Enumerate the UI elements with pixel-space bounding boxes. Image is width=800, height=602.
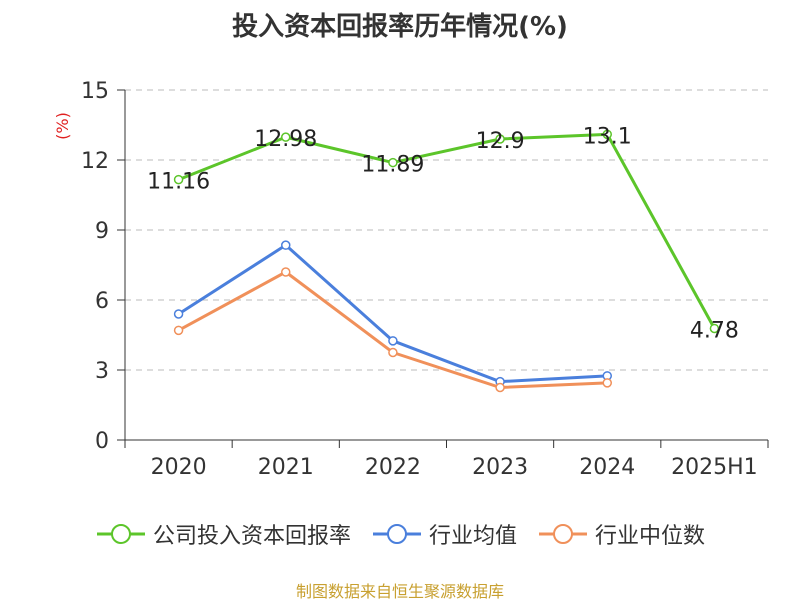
gridlines: [125, 89, 768, 371]
data-point: [388, 336, 398, 346]
y-tick-label: 15: [81, 79, 109, 104]
data-label: 11.89: [361, 153, 424, 178]
y-tick-label: 12: [81, 149, 109, 174]
legend-label: 行业中位数: [595, 524, 706, 549]
data-labels: 11.16 12.98 11.89 12.9 13.1 4.78: [147, 124, 739, 343]
source-note: 制图数据来自恒生聚源数据库: [295, 582, 504, 601]
data-point: [281, 132, 291, 142]
data-point: [281, 267, 291, 277]
data-point: [495, 134, 505, 144]
data-point: [388, 347, 398, 358]
legend-swatch-icon: [96, 524, 145, 544]
x-tick-label: 2024: [579, 455, 635, 480]
series-lines: [173, 129, 720, 393]
y-axis-unit-label: (%): [53, 112, 72, 140]
legend-label: 行业均值: [428, 524, 517, 549]
legend-swatch-icon: [372, 524, 421, 544]
data-point: [709, 323, 720, 334]
data-point: [173, 325, 184, 336]
data-label: 12.98: [254, 127, 317, 152]
data-point: [281, 240, 291, 250]
data-label: 11.16: [147, 170, 210, 195]
legend-swatch-icon: [539, 524, 587, 544]
data-point: [602, 378, 612, 388]
x-tick-label: 2022: [365, 455, 421, 480]
data-label: 13.1: [583, 124, 632, 149]
y-tick-label: 6: [95, 289, 109, 314]
data-label: 12.9: [476, 129, 525, 154]
y-tick-label: 0: [95, 429, 109, 454]
data-label: 4.78: [690, 318, 739, 343]
data-point: [495, 382, 505, 393]
data-point: [388, 157, 398, 168]
x-tick-label: 2023: [472, 455, 528, 480]
x-tick-label: 2020: [151, 455, 207, 480]
axes: 0 3 6 9 12 15 2020 2021 2022 2023 2024 2025H1: [81, 79, 769, 480]
series-line-1: [177, 243, 608, 384]
legend: 公司投入资本回报率 行业均值 行业中位数: [0, 518, 800, 550]
legend-label: 公司投入资本回报率: [152, 524, 351, 549]
legend-item[interactable]: 行业中位数: [537, 518, 705, 550]
y-tick-label: 3: [95, 359, 109, 384]
data-point: [602, 129, 612, 140]
data-point: [173, 309, 184, 319]
x-tick-label: 2025H1: [671, 455, 758, 480]
legend-item[interactable]: 公司投入资本回报率: [95, 518, 351, 550]
chart-title: 投入资本回报率历年情况(%): [232, 12, 568, 42]
series-line-0: [178, 132, 716, 330]
x-tick-label: 2021: [258, 455, 314, 480]
legend-item[interactable]: 行业均值: [371, 518, 517, 550]
y-tick-label: 9: [95, 219, 109, 244]
data-point: [173, 174, 184, 185]
